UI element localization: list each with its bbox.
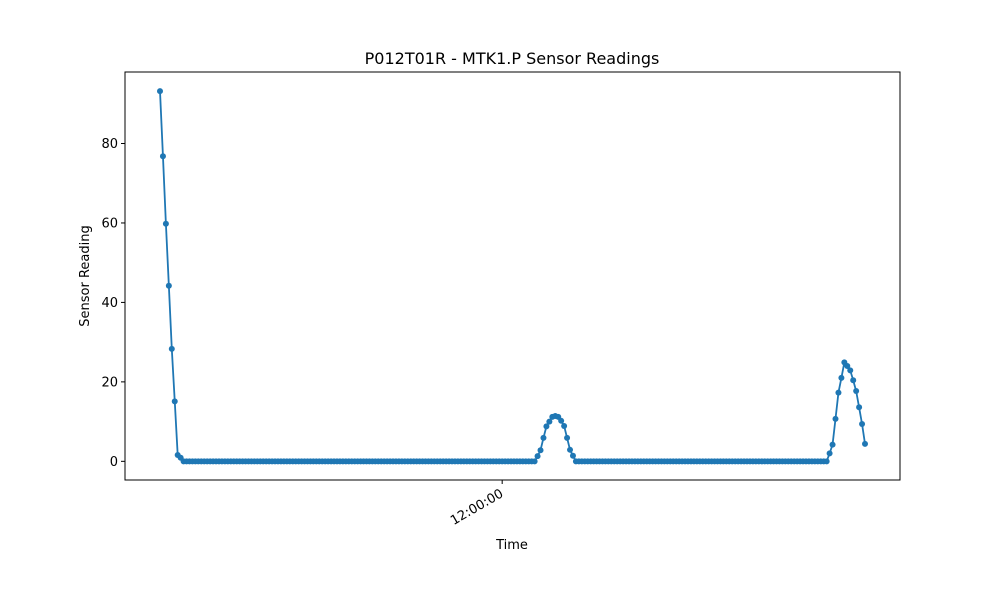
y-tick-label: 40 (101, 296, 118, 311)
data-point (534, 453, 541, 460)
plot-frame (124, 71, 901, 481)
data-point (564, 434, 571, 441)
data-point (540, 434, 547, 441)
data-point (826, 450, 833, 457)
series-layer (157, 88, 868, 465)
y-tick-label: 20 (101, 375, 118, 390)
data-point (546, 418, 553, 425)
data-point (561, 422, 568, 429)
x-axis-title: Time (495, 538, 528, 553)
data-point (847, 367, 854, 374)
data-point (829, 441, 836, 448)
chart-title: P012T01R - MTK1.P Sensor Readings (365, 49, 660, 68)
data-point (832, 415, 839, 422)
y-tick-label: 80 (101, 137, 118, 152)
data-point (838, 374, 845, 381)
y-axis-title: Sensor Reading (78, 225, 93, 326)
data-point (168, 345, 175, 352)
plot-background (125, 72, 900, 480)
data-point (856, 404, 863, 411)
data-point (823, 458, 830, 465)
y-tick-label: 0 (110, 455, 118, 470)
plot-area (124, 71, 901, 481)
data-point (162, 220, 169, 227)
data-point (850, 377, 857, 384)
data-point (171, 398, 178, 405)
data-point (835, 389, 842, 396)
data-point (859, 420, 866, 427)
data-point (567, 446, 574, 453)
y-tick-label: 60 (101, 216, 118, 231)
data-point (159, 153, 166, 160)
data-point (531, 458, 538, 465)
data-point (165, 282, 172, 289)
data-point (157, 88, 163, 95)
data-point (537, 447, 544, 454)
data-point (569, 452, 576, 459)
data-point (853, 388, 860, 395)
data-point (862, 440, 868, 447)
y-axis: 0 20 40 60 80 (101, 137, 125, 470)
data-point (558, 417, 565, 424)
data-point (844, 362, 851, 369)
data-point (543, 423, 550, 430)
